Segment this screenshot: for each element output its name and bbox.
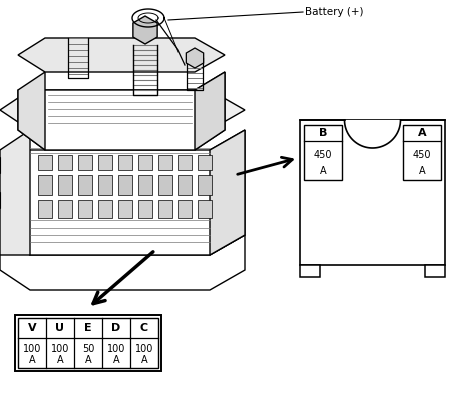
Text: 50: 50	[82, 345, 94, 354]
Polygon shape	[15, 315, 161, 371]
Polygon shape	[38, 155, 52, 170]
Text: D: D	[112, 323, 121, 333]
Text: A: A	[85, 354, 91, 365]
Polygon shape	[195, 72, 225, 150]
Text: U: U	[55, 323, 64, 333]
Polygon shape	[210, 130, 245, 255]
Polygon shape	[138, 200, 152, 218]
Polygon shape	[178, 155, 192, 170]
Polygon shape	[425, 265, 445, 277]
Polygon shape	[403, 125, 441, 180]
Text: A: A	[57, 354, 63, 365]
Text: A: A	[29, 354, 35, 365]
Text: 100: 100	[51, 345, 69, 354]
Polygon shape	[98, 155, 112, 170]
Text: C: C	[140, 323, 148, 333]
Text: A: A	[418, 128, 426, 138]
Polygon shape	[58, 155, 72, 170]
Polygon shape	[118, 200, 132, 218]
Polygon shape	[78, 175, 92, 195]
Text: Battery (+): Battery (+)	[305, 7, 364, 17]
Text: A: A	[320, 166, 326, 176]
Polygon shape	[133, 16, 157, 44]
Polygon shape	[0, 235, 245, 290]
Text: B: B	[319, 128, 327, 138]
Polygon shape	[0, 130, 30, 255]
Polygon shape	[138, 155, 152, 170]
Polygon shape	[118, 155, 132, 170]
Polygon shape	[58, 200, 72, 218]
Polygon shape	[98, 175, 112, 195]
Polygon shape	[98, 200, 112, 218]
Polygon shape	[58, 175, 72, 195]
Polygon shape	[18, 318, 158, 368]
Text: 450: 450	[314, 150, 332, 160]
Polygon shape	[345, 120, 400, 148]
Polygon shape	[300, 265, 320, 277]
Polygon shape	[178, 200, 192, 218]
Text: E: E	[84, 323, 92, 333]
Polygon shape	[38, 175, 52, 195]
Polygon shape	[118, 175, 132, 195]
Polygon shape	[0, 90, 245, 130]
Text: 100: 100	[107, 345, 125, 354]
Polygon shape	[198, 155, 212, 170]
Polygon shape	[78, 200, 92, 218]
Text: A: A	[418, 166, 425, 176]
Polygon shape	[198, 175, 212, 195]
Polygon shape	[0, 130, 245, 255]
Polygon shape	[186, 48, 204, 68]
Text: 100: 100	[135, 345, 153, 354]
Polygon shape	[300, 120, 445, 265]
Polygon shape	[304, 125, 342, 180]
Polygon shape	[158, 200, 172, 218]
Polygon shape	[78, 155, 92, 170]
Polygon shape	[198, 200, 212, 218]
Polygon shape	[18, 72, 45, 150]
Polygon shape	[158, 155, 172, 170]
Polygon shape	[18, 72, 225, 150]
Text: A: A	[112, 354, 119, 365]
Polygon shape	[138, 175, 152, 195]
Text: 450: 450	[413, 150, 431, 160]
Text: A: A	[141, 354, 147, 365]
Polygon shape	[158, 175, 172, 195]
Polygon shape	[38, 200, 52, 218]
Polygon shape	[18, 38, 225, 72]
Polygon shape	[178, 175, 192, 195]
Text: V: V	[28, 323, 36, 333]
Text: 100: 100	[23, 345, 41, 354]
